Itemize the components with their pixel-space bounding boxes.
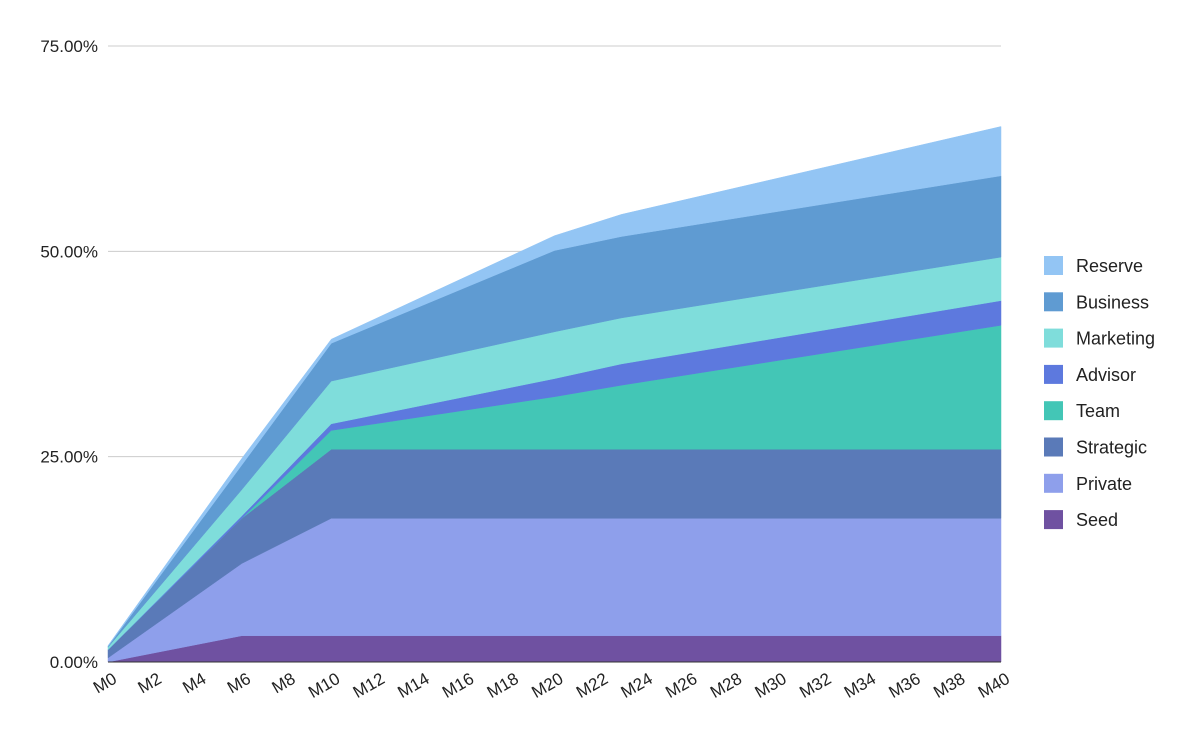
x-tick-label: M14 bbox=[394, 669, 432, 702]
x-tick-label: M2 bbox=[135, 669, 165, 697]
legend-swatch-private bbox=[1044, 473, 1063, 493]
x-tick-label: M30 bbox=[752, 669, 790, 702]
legend-swatch-team bbox=[1044, 401, 1063, 421]
x-tick-label: M12 bbox=[350, 669, 388, 702]
x-tick-label: M8 bbox=[269, 669, 299, 697]
x-tick-label: M22 bbox=[573, 669, 611, 702]
x-tick-label: M38 bbox=[930, 669, 968, 702]
legend-swatch-business bbox=[1044, 292, 1063, 312]
legend-swatch-seed bbox=[1044, 510, 1063, 530]
legend-label-seed: Seed bbox=[1076, 510, 1118, 530]
y-tick-label: 75.00% bbox=[40, 37, 98, 56]
legend-label-marketing: Marketing bbox=[1076, 329, 1155, 349]
y-tick-label: 0.00% bbox=[50, 653, 98, 672]
legend-swatch-strategic bbox=[1044, 437, 1063, 457]
area-reserve bbox=[107, 126, 1002, 648]
legend-label-advisor: Advisor bbox=[1076, 365, 1136, 385]
y-axis-tick-labels: 0.00% 25.00% 50.00% 75.00% bbox=[40, 37, 98, 672]
legend-label-private: Private bbox=[1076, 474, 1132, 494]
x-tick-label: M34 bbox=[841, 669, 879, 702]
legend-swatch-reserve bbox=[1044, 256, 1063, 275]
x-tick-label: M0 bbox=[90, 669, 120, 697]
x-tick-label: M16 bbox=[439, 669, 477, 702]
legend-label-reserve: Reserve bbox=[1076, 256, 1143, 276]
x-tick-label: M4 bbox=[179, 669, 209, 697]
x-tick-label: M28 bbox=[707, 669, 745, 702]
x-tick-label: M40 bbox=[975, 669, 1013, 702]
x-tick-label: M26 bbox=[662, 669, 700, 702]
x-tick-label: M20 bbox=[528, 669, 566, 702]
legend-label-business: Business bbox=[1076, 292, 1149, 312]
area-series bbox=[107, 126, 1002, 663]
legend-label-strategic: Strategic bbox=[1076, 438, 1147, 458]
y-tick-label: 25.00% bbox=[40, 448, 98, 467]
legend-swatch-advisor bbox=[1044, 364, 1063, 384]
x-tick-label: M32 bbox=[796, 669, 834, 702]
x-tick-label: M10 bbox=[305, 669, 343, 702]
x-tick-label: M18 bbox=[484, 669, 522, 702]
x-tick-label: M6 bbox=[224, 669, 254, 697]
legend-label-team: Team bbox=[1076, 401, 1120, 421]
legend: Reserve Business Marketing Advisor Team Strat… bbox=[1044, 256, 1155, 530]
x-axis-tick-labels: M0 M2 M4 M6 M8 M10 M12 M14 M16 M18 M20 M22 M24 M26 M28… bbox=[90, 669, 1013, 702]
y-tick-label: 50.00% bbox=[40, 242, 98, 261]
x-tick-label: M24 bbox=[618, 669, 656, 702]
area-seed bbox=[107, 635, 1002, 663]
x-tick-label: M36 bbox=[886, 669, 924, 702]
legend-swatch-marketing bbox=[1044, 328, 1063, 348]
